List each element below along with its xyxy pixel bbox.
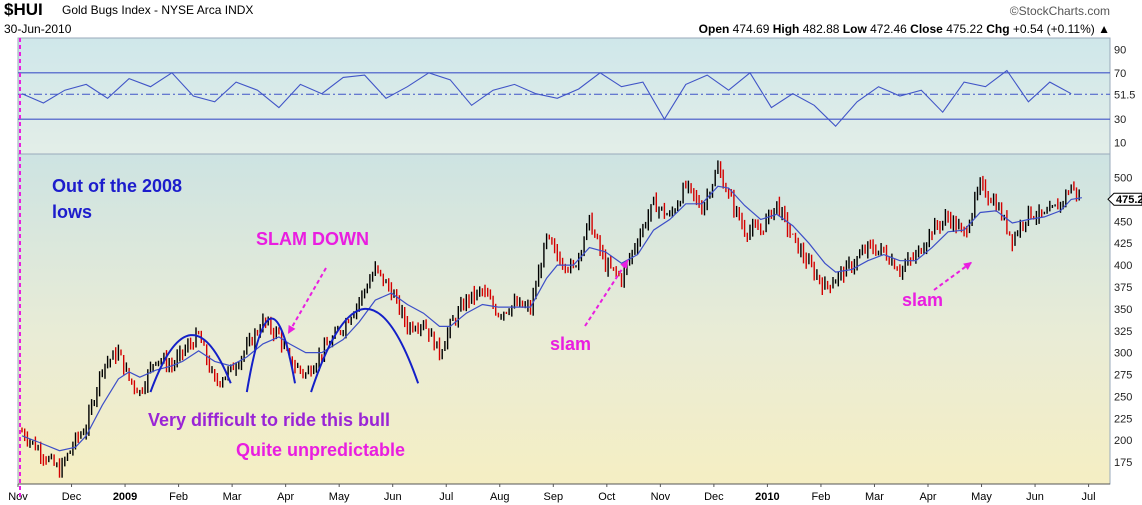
chg-label: Chg [986,22,1010,36]
annotation-out-of-lows: lows [52,202,92,222]
arrowhead [620,260,628,269]
price-tick-label: 425 [1114,238,1132,250]
close-value: 475.22 [946,22,983,36]
price-tick-label: 400 [1114,260,1132,272]
price-tick-label: 275 [1114,370,1132,382]
x-tick-label: Dec [704,491,724,503]
rsi-tick-label: 10 [1114,137,1126,149]
last-price-label: 475.22 [1116,194,1142,206]
ticker-symbol: $HUI [4,0,43,19]
rsi-tick-label: 30 [1114,114,1126,126]
slam-arrow-1 [584,259,629,327]
price-tick-label: 200 [1114,435,1132,447]
x-tick-label: Nov [8,491,28,503]
x-tick-label: Dec [62,491,82,503]
index-name: Gold Bugs Index - NYSE Arca INDX [62,3,254,17]
open-value: 474.69 [732,22,770,36]
cycle-arc [310,307,420,393]
x-tick-label: Jun [384,491,402,503]
price-tick-label: 325 [1114,326,1132,338]
cycle-arc [149,334,232,393]
moving-average-line [21,185,1082,452]
x-tick-label: Mar [865,491,884,503]
rsi-panel [17,37,1111,155]
price-panel [17,153,1111,485]
x-tick-label: Mar [223,491,242,503]
x-tick-label: May [329,491,350,503]
annotation-unpredictable: Quite unpredictable [236,440,405,460]
high-label: High [772,22,800,36]
rsi-tick-label: 90 [1114,45,1126,57]
x-tick-label: Nov [651,491,671,503]
x-tick-label: May [971,491,992,503]
arrowhead [963,262,972,270]
x-tick-label: Apr [919,491,936,503]
annotation-slam-down: SLAM DOWN [256,229,369,249]
x-tick-label: Aug [490,491,510,503]
cycle-arc [245,317,296,393]
slam-down-arrow [287,267,327,335]
last-price-marker [1107,192,1142,206]
high-value: 482.88 [802,22,840,36]
price-tick-label: 375 [1114,282,1132,294]
annotation-out-of-lows: Out of the 2008 [52,176,182,196]
price-tick-label: 250 [1114,391,1132,403]
chart-date: 30-Jun-2010 [4,22,72,36]
annotation-difficult: Very difficult to ride this bull [148,410,390,430]
chg-value: +0.54 (+0.11%) [1012,22,1095,36]
x-tick-label: 2009 [113,491,137,503]
brand-label: ©StockCharts.com [1009,4,1110,18]
price-tick-label: 300 [1114,348,1132,360]
slam-arrow-2 [933,261,973,291]
annotation-slam-1: slam [550,334,591,354]
x-tick-label: Oct [598,491,615,503]
x-tick-label: Feb [169,491,188,503]
x-tick-label: Feb [811,491,830,503]
up-arrow-icon: ▲ [1098,22,1110,36]
x-tick-label: Jul [439,491,453,503]
rsi-tick-label: 51.5 [1114,89,1135,101]
arrowhead [288,325,296,334]
price-tick-label: 225 [1114,413,1132,425]
ohlc-readout: Open 474.69 High 482.88 Low 472.46 Close… [699,22,1110,36]
rsi-tick-label: 70 [1114,68,1126,80]
open-label: Open [698,22,730,36]
price-tick-label: 450 [1114,216,1132,228]
price-tick-label: 500 [1114,173,1132,185]
price-tick-label: 350 [1114,304,1132,316]
annotation-slam-2: slam [902,290,943,310]
x-tick-label: Sep [544,491,564,503]
price-tick-label: 175 [1114,457,1132,469]
x-tick-label: Jul [1082,491,1096,503]
rsi-series-line [21,69,1072,127]
x-tick-label: Apr [277,491,294,503]
low-label: Low [842,22,867,36]
low-value: 472.46 [870,22,907,36]
x-tick-label: Jun [1026,491,1044,503]
close-label: Close [910,22,943,36]
x-tick-label: 2010 [755,491,779,503]
